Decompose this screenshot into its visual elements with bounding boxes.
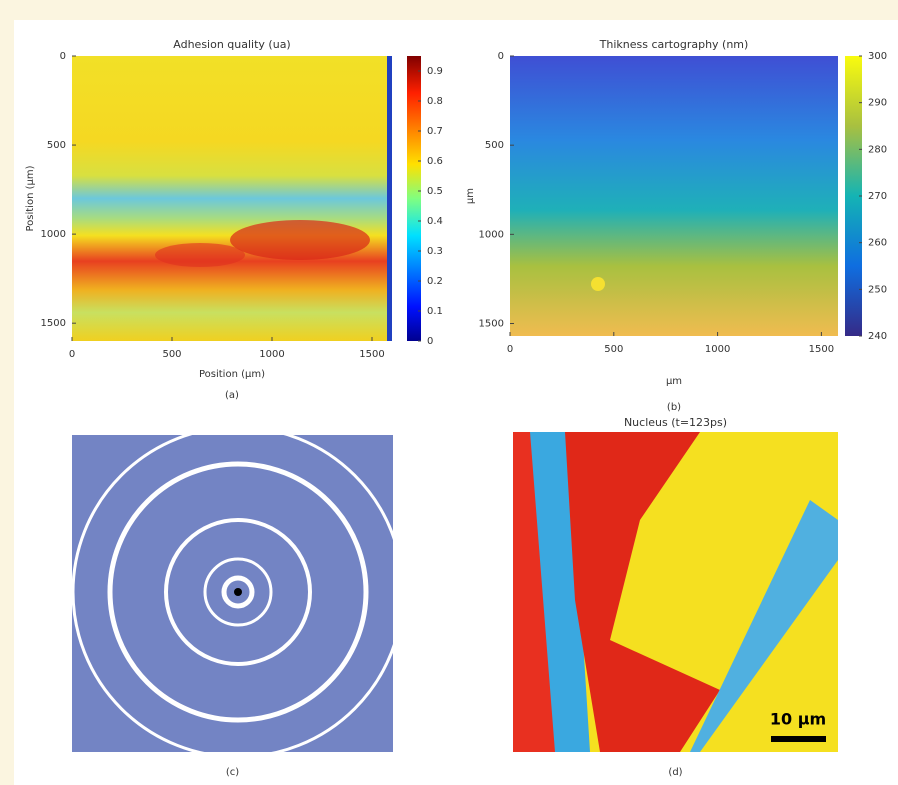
chart-title: Adhesion quality (ua) <box>173 38 290 51</box>
colorbar-tick-label: 0.9 <box>427 66 443 77</box>
colorbar-tick-label: 0.4 <box>427 216 443 227</box>
chart-title: Nucleus (t=123ps) <box>624 416 727 429</box>
center <box>234 588 242 596</box>
x-tick-label: 500 <box>604 344 623 355</box>
x-tick-label: 1000 <box>259 349 284 360</box>
colorbar-tick-label: 280 <box>868 144 887 155</box>
x-tick-label: 0 <box>69 349 75 360</box>
annotation: 10 μm <box>770 710 826 729</box>
x-tick-label: 500 <box>162 349 181 360</box>
colorbar-tick-label: 250 <box>868 284 887 295</box>
y-tick-label: 500 <box>485 140 504 151</box>
colorbar-tick-label: 0.6 <box>427 156 443 167</box>
colorbar-tick-label: 300 <box>868 51 887 62</box>
colorbar <box>407 56 421 341</box>
x-tick-label: 1500 <box>359 349 384 360</box>
chart-title: Thikness cartography (nm) <box>599 38 749 51</box>
x-axis-label: μm <box>666 376 682 387</box>
y-tick-label: 1000 <box>41 229 66 240</box>
colorbar-tick-label: 0.3 <box>427 246 443 257</box>
figure: Adhesion quality (ua) (a) 0 500 1000 1500 0 500… <box>0 0 898 785</box>
colorbar-tick-label: 290 <box>868 98 887 109</box>
blob <box>230 220 370 260</box>
caption: (d) <box>668 767 682 778</box>
heatmap-a <box>72 56 392 341</box>
x-tick-label: 1500 <box>809 344 834 355</box>
y-tick-label: 1500 <box>479 319 504 330</box>
colorbar-tick-label: 0.5 <box>427 186 443 197</box>
y-tick-label: 0 <box>498 51 504 62</box>
caption: (a) <box>225 390 239 401</box>
y-tick-label: 500 <box>47 140 66 151</box>
colorbar-tick-label: 0.2 <box>427 276 443 287</box>
image-c <box>72 435 393 752</box>
scale-bar <box>771 736 826 742</box>
colorbar-tick-label: 0.8 <box>427 96 443 107</box>
caption: (c) <box>226 767 239 778</box>
heatmap-b <box>510 56 838 336</box>
edge <box>387 56 392 341</box>
colorbar-tick-label: 260 <box>868 238 887 249</box>
x-tick-label: 0 <box>507 344 513 355</box>
y-tick-label: 1500 <box>41 318 66 329</box>
blob <box>591 277 605 291</box>
colorbar-tick-label: 240 <box>868 331 887 342</box>
colorbar-tick-label: 0 <box>427 336 433 347</box>
y-axis-label: Position (µm) <box>25 165 36 231</box>
blob <box>155 243 245 267</box>
caption: (b) <box>667 402 681 413</box>
y-tick-label: 0 <box>60 51 66 62</box>
colorbar-tick-label: 0.1 <box>427 306 443 317</box>
x-axis-label: Position (µm) <box>199 369 265 380</box>
x-tick-label: 1000 <box>705 344 730 355</box>
colorbar-tick-label: 270 <box>868 191 887 202</box>
colorbar-tick-label: 0.7 <box>427 126 443 137</box>
y-axis-label: μm <box>465 188 476 204</box>
y-tick-label: 1000 <box>479 229 504 240</box>
